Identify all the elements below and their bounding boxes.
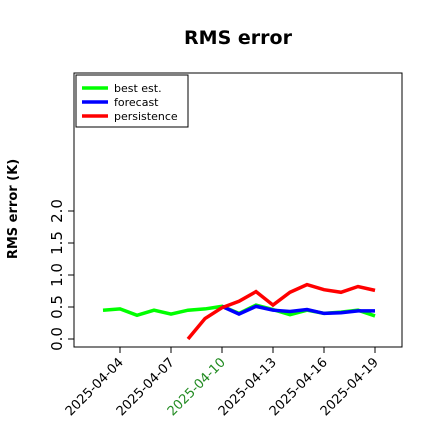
x-axis: 2025-04-042025-04-072025-04-102025-04-13… bbox=[63, 347, 382, 419]
y-tick-label: 0.0 bbox=[48, 327, 66, 351]
legend-label: best est. bbox=[114, 82, 162, 95]
y-tick-label: 1.0 bbox=[48, 263, 66, 287]
chart-title: RMS error bbox=[184, 27, 293, 49]
y-tick-label: 0.5 bbox=[48, 295, 66, 319]
series-forecast bbox=[221, 304, 375, 316]
series-layer bbox=[102, 282, 376, 341]
y-tick-label: 2.0 bbox=[48, 199, 66, 223]
series-line bbox=[221, 304, 375, 316]
legend-label: persistence bbox=[114, 110, 178, 123]
y-axis-label: RMS error (K) bbox=[6, 159, 21, 259]
legend-label: forecast bbox=[114, 96, 159, 109]
y-axis: 0.0 0.5 1.0 1.5 2.0 bbox=[48, 199, 74, 351]
plot-frame bbox=[73, 72, 403, 348]
series-persistence bbox=[186, 282, 376, 341]
y-tick-label: 1.5 bbox=[48, 231, 66, 255]
series-line bbox=[186, 282, 376, 341]
